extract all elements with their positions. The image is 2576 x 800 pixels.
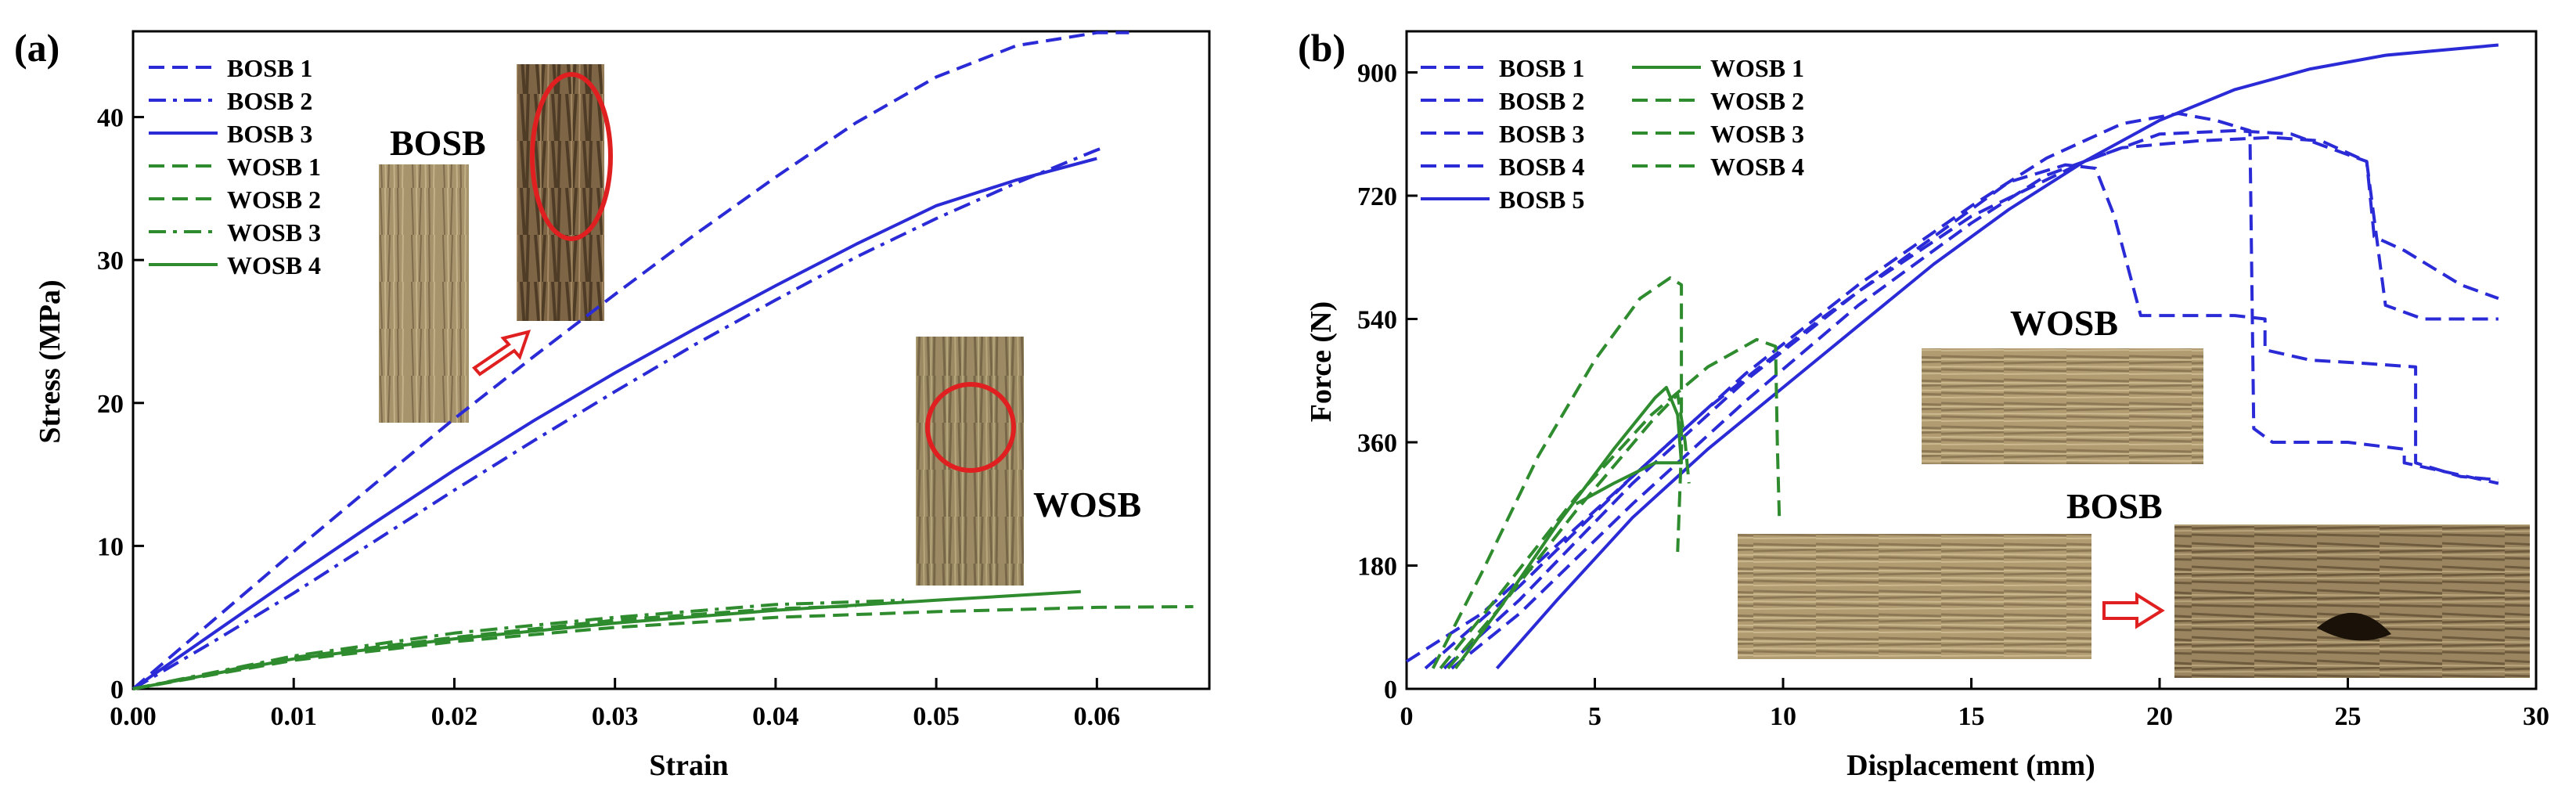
legend-label: WOSB 1 (227, 153, 321, 181)
x-tick-label: 0.03 (592, 702, 639, 731)
legend-label: WOSB 2 (227, 186, 321, 214)
panel-a-series (132, 31, 1194, 690)
x-tick-label: 0 (1400, 702, 1414, 731)
legend-label: BOSB 5 (1499, 186, 1584, 214)
legend-label: BOSB 1 (227, 54, 312, 82)
legend-label: WOSB 3 (1710, 120, 1804, 148)
series-line-wosb-4 (1447, 392, 1691, 670)
x-tick-label: 0.05 (913, 702, 960, 731)
legend-label: WOSB 4 (1710, 153, 1804, 181)
panel-b-xlabel: Displacement (mm) (1846, 749, 2095, 782)
red-arrow-icon (2102, 592, 2165, 629)
y-tick-label: 180 (1357, 553, 1397, 582)
panel-b-series (1405, 43, 2499, 670)
legend-label: WOSB 3 (227, 218, 321, 247)
legend-label: BOSB 2 (227, 87, 312, 115)
series-line-wosb-2 (1431, 276, 1684, 669)
legend-label: BOSB 2 (1499, 87, 1584, 115)
legend-label: BOSB 3 (227, 120, 312, 148)
x-tick-label: 30 (2523, 702, 2549, 731)
panel-b-axes: 0 5 10 15 20 25 30 0 180 360 540 720 900 (1357, 30, 2549, 731)
panel-b-legend: BOSB 1 BOSB 2 BOSB 3 BOSB 4 BOSB 5 WOSB 1 WOSB… (1421, 54, 1804, 214)
photo-label-wosb: WOSB (1033, 485, 1141, 524)
series-line-bosb-3 (1443, 128, 2499, 670)
legend-label: WOSB 2 (1710, 87, 1804, 115)
bosb-photo-before (379, 164, 469, 423)
series-line-bosb-1 (1405, 163, 2499, 663)
y-tick-label: 20 (97, 390, 124, 419)
y-tick-label: 900 (1357, 59, 1397, 88)
photo-label-wosb-b: WOSB (2010, 303, 2118, 343)
panel-a-legend: BOSB 1 BOSB 2 BOSB 3 WOSB 1 WOSB 2 WOSB 3 WOSB… (149, 54, 321, 279)
x-tick-label: 15 (1958, 702, 1985, 731)
x-tick-label: 5 (1588, 702, 1601, 731)
legend-label: BOSB 3 (1499, 120, 1584, 148)
panel-a-axes: 0.00 0.01 0.02 0.03 0.04 0.05 0.06 0 10 20 30 40 (97, 30, 1211, 731)
series-line-wosb-3 (132, 598, 905, 690)
series-line-bosb-5 (1495, 43, 2499, 670)
x-tick-label: 20 (2146, 702, 2173, 731)
bosb-photo-after (517, 64, 613, 321)
damage-circle (925, 382, 1016, 473)
x-tick-label: 0.04 (752, 702, 799, 731)
panel-b: (b) 0 5 10 15 20 25 30 0 180 360 540 720 900 Displac… (1298, 26, 2549, 782)
x-tick-label: 25 (2335, 702, 2362, 731)
bosb-photo-b-after (2174, 524, 2530, 678)
panel-b-ylabel: Force (N) (1305, 301, 1338, 422)
x-tick-label: 0.00 (110, 702, 157, 731)
wosb-photo (916, 337, 1024, 586)
y-tick-label: 0 (110, 676, 124, 705)
series-line-wosb-3 (1439, 337, 1782, 670)
panel-a-label: (a) (14, 26, 59, 70)
panel-a-ylabel: Stress (MPa) (34, 279, 67, 443)
legend-label: BOSB 4 (1499, 153, 1584, 181)
y-tick-label: 720 (1357, 182, 1397, 211)
y-tick-label: 30 (97, 247, 124, 276)
photo-label-bosb: BOSB (390, 123, 486, 163)
panel-a-xlabel: Strain (649, 749, 728, 782)
damage-circle (530, 72, 613, 241)
x-tick-label: 0.06 (1074, 702, 1121, 731)
bosb-photo-b-before (1738, 534, 2091, 659)
series-line-bosb-2 (132, 146, 1106, 690)
y-tick-label: 360 (1357, 429, 1397, 458)
x-tick-label: 0.01 (270, 702, 317, 731)
plot-frame (132, 30, 1211, 690)
red-arrow-icon (472, 330, 531, 377)
panel-a: (a) 0.00 0.01 0.02 0.03 0.04 0.05 0.06 0 10 20 30 4… (14, 26, 1211, 782)
legend-label: WOSB 4 (227, 251, 321, 279)
series-line-wosb-1 (1454, 386, 1684, 669)
series-line-bosb-1 (132, 31, 1129, 690)
x-tick-label: 10 (1770, 702, 1796, 731)
series-line-bosb-3 (132, 157, 1097, 690)
series-line-wosb-1 (132, 605, 1194, 690)
panel-b-label: (b) (1298, 26, 1346, 70)
legend-label: WOSB 1 (1710, 54, 1804, 82)
x-tick-label: 0.02 (431, 702, 478, 731)
y-tick-label: 10 (97, 532, 124, 561)
y-tick-label: 40 (97, 104, 124, 133)
photo-label-bosb-b: BOSB (2066, 486, 2163, 526)
series-line-wosb-4 (132, 589, 1081, 690)
y-tick-label: 540 (1357, 306, 1397, 335)
wosb-photo-b (1922, 348, 2203, 464)
legend-label: BOSB 1 (1499, 54, 1584, 82)
y-tick-label: 0 (1384, 676, 1397, 705)
series-line-bosb-4 (1450, 135, 2499, 670)
